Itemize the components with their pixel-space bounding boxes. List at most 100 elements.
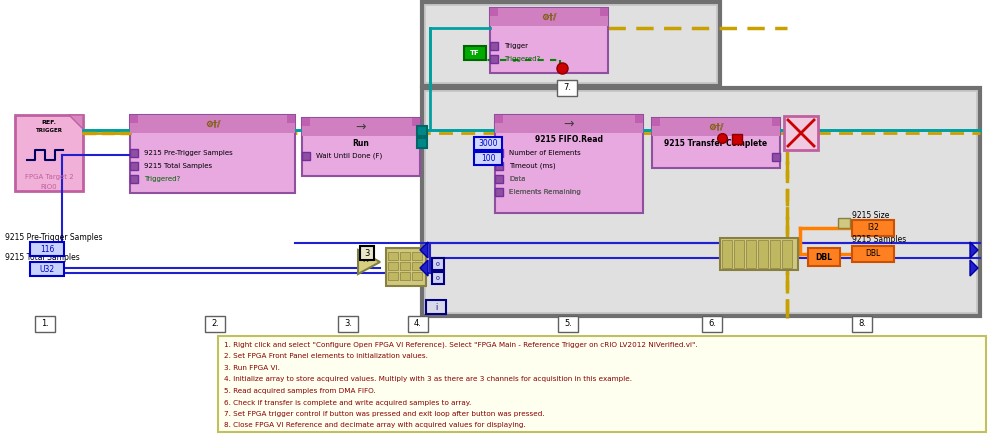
Text: 4.: 4.: [414, 319, 422, 328]
Text: 6. Check if transfer is complete and write acquired samples to array.: 6. Check if transfer is complete and wri…: [224, 399, 471, 406]
Bar: [130, 162, 138, 170]
Bar: [732, 134, 742, 144]
Bar: [852, 316, 872, 332]
Bar: [360, 246, 374, 260]
Bar: [852, 220, 894, 236]
Bar: [130, 149, 138, 157]
Text: 9215 Samples: 9215 Samples: [852, 236, 906, 244]
Bar: [464, 46, 486, 60]
Bar: [388, 252, 398, 260]
Bar: [15, 115, 83, 191]
Bar: [388, 262, 398, 270]
Bar: [720, 238, 798, 270]
Text: REF.: REF.: [42, 120, 57, 126]
Bar: [218, 336, 986, 432]
Bar: [495, 115, 643, 133]
Bar: [760, 238, 778, 256]
Bar: [652, 118, 660, 126]
Bar: [432, 272, 444, 284]
Bar: [30, 242, 64, 256]
Text: 116: 116: [40, 244, 54, 254]
Bar: [426, 300, 446, 314]
Text: 9215 Size: 9215 Size: [852, 211, 889, 219]
Text: 3. Run FPGA VI.: 3. Run FPGA VI.: [224, 365, 279, 371]
Bar: [652, 118, 780, 136]
Bar: [417, 126, 427, 136]
Bar: [412, 262, 422, 270]
Bar: [495, 162, 503, 170]
Text: ⚙†/: ⚙†/: [542, 13, 556, 21]
Text: 9215 Total Samples: 9215 Total Samples: [5, 254, 80, 262]
Bar: [417, 138, 427, 148]
Bar: [490, 8, 608, 26]
Text: ⚙†/: ⚙†/: [206, 120, 220, 128]
Polygon shape: [69, 115, 83, 129]
Bar: [495, 149, 503, 157]
Text: 8. Close FPGA VI Reference and decimate array with acquired values for displayin: 8. Close FPGA VI Reference and decimate …: [224, 423, 526, 428]
Bar: [495, 175, 503, 183]
Bar: [838, 218, 850, 228]
Bar: [287, 115, 295, 123]
Text: 9215 FIFO.Read: 9215 FIFO.Read: [535, 135, 603, 145]
Text: x: x: [363, 254, 369, 264]
Bar: [772, 153, 780, 161]
Text: Elements Remaining: Elements Remaining: [509, 189, 581, 195]
Text: 9215 Pre-Trigger Samples: 9215 Pre-Trigger Samples: [144, 150, 233, 156]
Text: 2. Set FPGA Front Panel elements to initialization values.: 2. Set FPGA Front Panel elements to init…: [224, 353, 428, 360]
Text: 7. Set FPGA trigger control if button was pressed and exit loop after button was: 7. Set FPGA trigger control if button wa…: [224, 411, 545, 417]
Text: 3.: 3.: [344, 319, 352, 328]
Text: 0: 0: [436, 261, 440, 266]
Bar: [432, 258, 444, 270]
Text: 2.: 2.: [211, 319, 219, 328]
Text: 1.: 1.: [41, 319, 49, 328]
Text: 4. Initialize array to store acquired values. Multiply with 3 as there are 3 cha: 4. Initialize array to store acquired va…: [224, 377, 632, 382]
Bar: [495, 188, 503, 196]
Bar: [426, 6, 716, 82]
Text: TRIGGER: TRIGGER: [36, 128, 63, 134]
Text: Number of Elements: Number of Elements: [509, 150, 581, 156]
Bar: [400, 272, 410, 280]
Text: i: i: [435, 303, 437, 311]
Text: 6.: 6.: [708, 319, 716, 328]
Text: Data: Data: [509, 176, 526, 182]
Text: Triggered?: Triggered?: [144, 176, 181, 182]
Text: Data: Data: [509, 176, 526, 182]
Bar: [852, 246, 894, 262]
Bar: [490, 42, 498, 50]
Bar: [412, 252, 422, 260]
Bar: [130, 115, 295, 193]
Text: FPGA Target 2: FPGA Target 2: [25, 174, 73, 180]
Text: ⚙†/: ⚙†/: [205, 120, 221, 128]
Text: RIO0: RIO0: [41, 184, 57, 190]
Polygon shape: [420, 260, 428, 276]
Bar: [758, 240, 768, 268]
Text: 5.: 5.: [564, 319, 572, 328]
Bar: [558, 316, 578, 332]
Bar: [302, 118, 420, 136]
Bar: [400, 252, 410, 260]
Text: ⚙†/: ⚙†/: [541, 13, 557, 21]
Bar: [557, 80, 577, 96]
Bar: [720, 238, 738, 256]
Bar: [474, 137, 502, 150]
Bar: [740, 238, 758, 256]
Text: U32: U32: [40, 265, 55, 273]
Bar: [408, 316, 428, 332]
Polygon shape: [970, 260, 978, 276]
Text: →: →: [355, 120, 366, 134]
Bar: [130, 115, 295, 133]
Bar: [746, 240, 756, 268]
Text: DBL: DBL: [865, 250, 880, 258]
Text: 3000: 3000: [478, 139, 498, 148]
Bar: [770, 240, 780, 268]
Text: 1. Right click and select "Configure Open FPGA VI Reference). Select "FPGA Main : 1. Right click and select "Configure Ope…: [224, 342, 698, 348]
Bar: [388, 272, 398, 280]
Polygon shape: [970, 242, 978, 258]
Text: Triggered?: Triggered?: [504, 56, 540, 62]
Text: I32: I32: [867, 223, 879, 233]
Bar: [722, 240, 732, 268]
Bar: [130, 175, 138, 183]
Bar: [302, 118, 310, 126]
Text: Timeout (ms): Timeout (ms): [509, 163, 556, 169]
Text: DBL: DBL: [815, 252, 832, 261]
